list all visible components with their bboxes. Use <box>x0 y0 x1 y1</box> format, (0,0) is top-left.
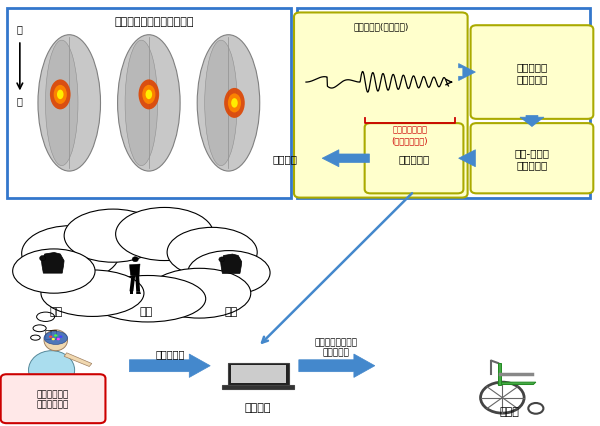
Ellipse shape <box>40 256 46 261</box>
Ellipse shape <box>197 36 260 172</box>
Polygon shape <box>520 116 544 127</box>
Ellipse shape <box>139 80 159 110</box>
FancyBboxPatch shape <box>222 385 294 389</box>
Ellipse shape <box>59 336 62 338</box>
FancyBboxPatch shape <box>230 366 286 383</box>
Ellipse shape <box>90 276 206 322</box>
Text: 空間-周波数
フィルタ法: 空間-周波数 フィルタ法 <box>514 148 550 170</box>
Polygon shape <box>458 64 475 81</box>
FancyBboxPatch shape <box>227 363 289 385</box>
Polygon shape <box>130 276 135 291</box>
Ellipse shape <box>146 90 152 100</box>
Text: 車いすを制御する
ための信号: 車いすを制御する ための信号 <box>314 337 358 357</box>
Text: パソコン: パソコン <box>245 402 271 412</box>
Ellipse shape <box>41 271 144 317</box>
Ellipse shape <box>224 89 245 118</box>
Polygon shape <box>322 150 370 167</box>
Ellipse shape <box>31 335 40 340</box>
FancyBboxPatch shape <box>470 124 593 194</box>
Ellipse shape <box>231 99 238 109</box>
Ellipse shape <box>37 312 55 322</box>
Polygon shape <box>498 382 536 385</box>
Ellipse shape <box>38 229 244 301</box>
Text: 後: 後 <box>17 96 23 106</box>
Ellipse shape <box>49 336 52 338</box>
Text: 事象関連脱同期
(振動幅の減少): 事象関連脱同期 (振動幅の減少) <box>392 125 428 145</box>
Text: 計測データ(イメージ): 計測データ(イメージ) <box>353 23 409 32</box>
Text: 左手: 左手 <box>49 307 62 317</box>
Text: 前: 前 <box>17 25 23 35</box>
Text: 脳の状態（上から見た図）: 脳の状態（上から見た図） <box>115 17 194 27</box>
Polygon shape <box>135 276 140 291</box>
FancyBboxPatch shape <box>1 374 106 423</box>
Ellipse shape <box>148 269 251 318</box>
Polygon shape <box>299 354 375 377</box>
Ellipse shape <box>13 249 95 294</box>
Text: コマンド: コマンド <box>272 154 297 164</box>
Text: 想像: 想像 <box>45 329 58 339</box>
Polygon shape <box>458 150 475 167</box>
Ellipse shape <box>132 257 139 262</box>
FancyBboxPatch shape <box>365 124 463 194</box>
Text: 計測データ: 計測データ <box>155 348 185 358</box>
Polygon shape <box>64 353 92 367</box>
Ellipse shape <box>142 86 155 105</box>
Ellipse shape <box>64 210 162 262</box>
Polygon shape <box>221 254 242 274</box>
Ellipse shape <box>56 338 60 340</box>
Ellipse shape <box>188 251 270 295</box>
Ellipse shape <box>57 90 64 100</box>
Text: 両足: 両足 <box>140 307 153 317</box>
FancyBboxPatch shape <box>470 26 593 120</box>
Polygon shape <box>130 291 133 294</box>
Ellipse shape <box>53 86 67 105</box>
Ellipse shape <box>118 36 180 172</box>
Ellipse shape <box>29 351 74 389</box>
Ellipse shape <box>167 228 257 277</box>
Text: ブラインド
信号分離法: ブラインド 信号分離法 <box>517 62 548 83</box>
Ellipse shape <box>116 208 214 261</box>
FancyBboxPatch shape <box>294 14 467 198</box>
Polygon shape <box>498 363 502 385</box>
Ellipse shape <box>228 94 241 113</box>
Ellipse shape <box>52 338 55 340</box>
Ellipse shape <box>50 80 71 110</box>
Ellipse shape <box>22 226 119 281</box>
Ellipse shape <box>219 257 224 262</box>
Ellipse shape <box>44 331 67 345</box>
Bar <box>297 9 590 198</box>
Ellipse shape <box>38 36 101 172</box>
Bar <box>7 9 291 198</box>
Ellipse shape <box>44 330 67 351</box>
Text: 緊急停止命令
（筋電信号）: 緊急停止命令 （筋電信号） <box>37 389 69 409</box>
Polygon shape <box>41 253 64 273</box>
Ellipse shape <box>33 325 46 332</box>
Ellipse shape <box>54 334 58 337</box>
Text: 線形分離器: 線形分離器 <box>398 154 430 164</box>
Text: 右手: 右手 <box>224 307 238 317</box>
Polygon shape <box>130 265 140 276</box>
Text: 車いす: 車いす <box>500 406 520 416</box>
Ellipse shape <box>125 41 158 166</box>
Ellipse shape <box>46 41 78 166</box>
Ellipse shape <box>205 41 237 166</box>
Polygon shape <box>130 354 210 377</box>
Polygon shape <box>136 291 141 294</box>
